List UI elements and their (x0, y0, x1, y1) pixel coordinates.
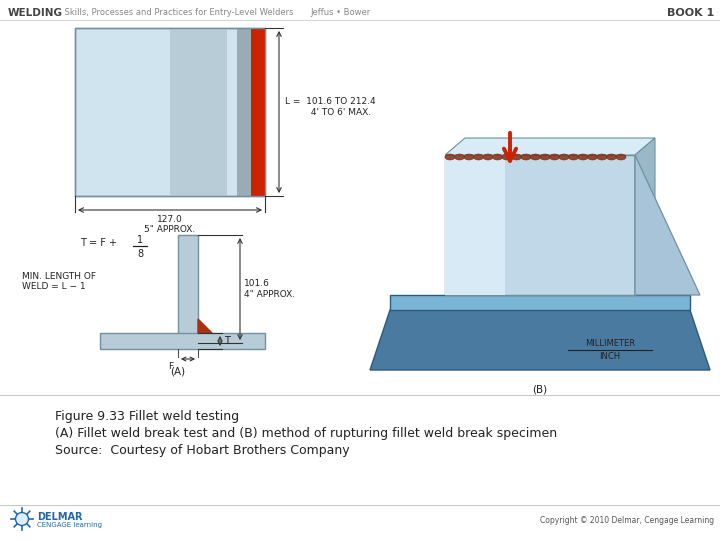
Ellipse shape (445, 154, 455, 160)
Ellipse shape (606, 154, 616, 160)
Ellipse shape (597, 154, 607, 160)
Ellipse shape (454, 154, 464, 160)
Polygon shape (390, 295, 690, 310)
Ellipse shape (569, 154, 578, 160)
Text: WELDING: WELDING (8, 8, 63, 18)
Polygon shape (635, 155, 700, 295)
Text: 101.6
4" APPROX.: 101.6 4" APPROX. (244, 279, 295, 299)
Ellipse shape (559, 154, 569, 160)
Ellipse shape (549, 154, 559, 160)
Bar (237, 28, 253, 196)
Text: Source:  Courtesy of Hobart Brothers Company: Source: Courtesy of Hobart Brothers Comp… (55, 444, 350, 457)
Polygon shape (370, 310, 710, 370)
Ellipse shape (502, 154, 512, 160)
Text: Copyright © 2010 Delmar, Cengage Learning: Copyright © 2010 Delmar, Cengage Learnin… (540, 516, 714, 525)
Ellipse shape (531, 154, 541, 160)
Text: INCH: INCH (600, 352, 621, 361)
Circle shape (16, 512, 29, 525)
Ellipse shape (588, 154, 598, 160)
Ellipse shape (540, 154, 550, 160)
Bar (170, 28, 227, 196)
Text: Jeffus • Bower: Jeffus • Bower (310, 8, 370, 17)
Bar (100, 333, 265, 349)
Text: MILLIMETER: MILLIMETER (585, 339, 635, 348)
Polygon shape (445, 138, 655, 155)
Ellipse shape (464, 154, 474, 160)
Text: 1: 1 (137, 235, 143, 245)
Polygon shape (198, 319, 212, 333)
Text: T: T (224, 336, 230, 346)
Bar (251, 28, 265, 196)
Text: MIN. LENGTH OF
WELD = L − 1: MIN. LENGTH OF WELD = L − 1 (22, 272, 96, 292)
Text: DELMAR: DELMAR (37, 512, 83, 522)
Bar (178, 235, 198, 343)
Text: Figure 9.33 Fillet weld testing: Figure 9.33 Fillet weld testing (55, 410, 239, 423)
Text: F: F (168, 362, 173, 371)
Text: 8: 8 (137, 249, 143, 259)
Text: CENGAGE learning: CENGAGE learning (37, 522, 102, 528)
Ellipse shape (616, 154, 626, 160)
Text: BOOK 1: BOOK 1 (667, 8, 714, 18)
Polygon shape (445, 155, 635, 295)
Text: (A): (A) (171, 367, 186, 377)
Ellipse shape (483, 154, 493, 160)
Ellipse shape (511, 154, 521, 160)
Ellipse shape (578, 154, 588, 160)
Ellipse shape (521, 154, 531, 160)
Bar (75, 28, 265, 196)
Text: T = F +: T = F + (80, 238, 117, 248)
Text: Skills, Processes and Practices for Entry-Level Welders: Skills, Processes and Practices for Entr… (62, 8, 294, 17)
Text: 127.0
5" APPROX.: 127.0 5" APPROX. (145, 215, 196, 234)
Text: L =  101.6 TO 212.4
         4' TO 6' MAX.: L = 101.6 TO 212.4 4' TO 6' MAX. (285, 97, 376, 117)
Ellipse shape (492, 154, 503, 160)
Polygon shape (445, 155, 505, 295)
Bar (75, 28, 265, 196)
Ellipse shape (474, 154, 484, 160)
Text: (A) Fillet weld break test and (B) method of rupturing fillet weld break specime: (A) Fillet weld break test and (B) metho… (55, 427, 557, 440)
Polygon shape (635, 138, 655, 295)
Text: (B): (B) (532, 385, 548, 395)
